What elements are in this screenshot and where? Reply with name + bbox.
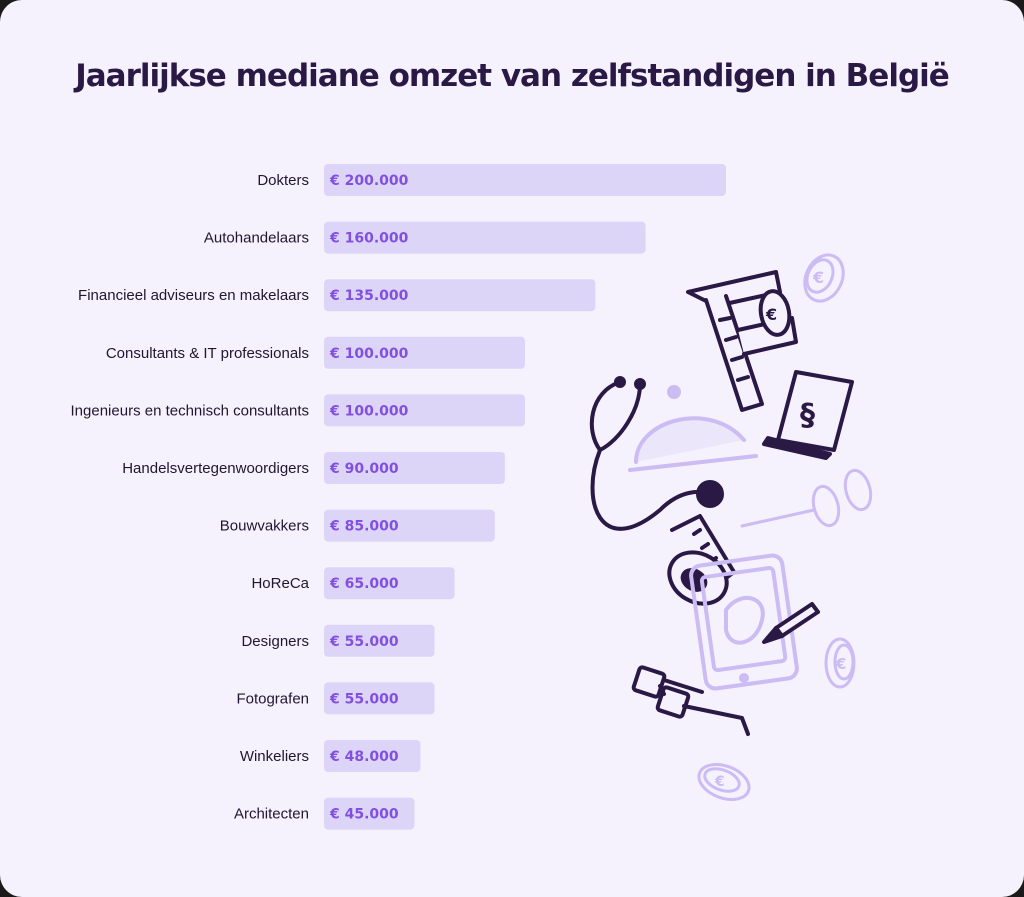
bar bbox=[324, 682, 435, 715]
category-label: Autohandelaars bbox=[204, 230, 309, 247]
euro-coin-icon-2: € bbox=[824, 637, 856, 689]
stethoscope-icon bbox=[589, 376, 724, 531]
bar bbox=[324, 797, 415, 830]
bar bbox=[324, 567, 455, 600]
bar bbox=[324, 509, 495, 542]
category-label: Financieel adviseurs en makelaars bbox=[78, 287, 309, 304]
glasses-icon bbox=[631, 665, 750, 736]
chart-title: Jaarlijkse mediane omzet van zelfstandig… bbox=[75, 58, 950, 94]
document-paragraph-icon: § bbox=[762, 370, 854, 460]
value-label: € 45.000 bbox=[329, 807, 399, 823]
value-label: € 100.000 bbox=[329, 403, 409, 419]
category-label: Architecten bbox=[234, 806, 309, 823]
bar bbox=[324, 394, 525, 427]
category-label: Winkeliers bbox=[240, 748, 309, 765]
bar bbox=[324, 164, 726, 196]
bar bbox=[324, 452, 505, 484]
euro-coin-icon: € bbox=[803, 253, 845, 303]
category-label: HoReCa bbox=[251, 575, 309, 592]
value-label: € 48.000 bbox=[329, 749, 399, 765]
category-label: Handelsvertegenwoordigers bbox=[122, 460, 309, 477]
bar bbox=[324, 336, 525, 369]
value-label: € 100.000 bbox=[329, 346, 409, 362]
value-label: € 160.000 bbox=[329, 231, 409, 247]
caliper-icon: € bbox=[686, 270, 798, 412]
bar bbox=[324, 221, 646, 254]
svg-text:§: § bbox=[800, 398, 815, 433]
bar bbox=[324, 740, 421, 772]
euro-coin-icon-3: € bbox=[697, 763, 751, 801]
svg-text:€: € bbox=[765, 305, 777, 324]
value-label: € 55.000 bbox=[329, 691, 399, 707]
bar bbox=[324, 624, 435, 657]
category-label: Bouwvakkers bbox=[220, 518, 309, 535]
cloche-icon bbox=[628, 385, 758, 472]
dumbbell-icon bbox=[740, 468, 873, 528]
pencil-icon bbox=[762, 602, 820, 644]
category-label: Dokters bbox=[257, 172, 309, 189]
value-label: € 55.000 bbox=[329, 634, 399, 650]
value-label: € 85.000 bbox=[329, 519, 399, 535]
category-label: Consultants & IT professionals bbox=[106, 345, 309, 362]
value-label: € 65.000 bbox=[329, 576, 399, 592]
value-label: € 200.000 bbox=[329, 173, 409, 189]
tablet-icon bbox=[689, 553, 799, 691]
category-label: Ingenieurs en technisch consultants bbox=[71, 402, 309, 419]
category-label: Fotografen bbox=[236, 690, 309, 707]
bar bbox=[324, 279, 596, 312]
svg-text:€: € bbox=[835, 655, 846, 673]
value-label: € 135.000 bbox=[329, 288, 409, 304]
category-label: Designers bbox=[241, 633, 309, 650]
svg-text:€: € bbox=[714, 774, 725, 790]
value-label: € 90.000 bbox=[329, 461, 399, 477]
svg-text:€: € bbox=[812, 268, 824, 287]
